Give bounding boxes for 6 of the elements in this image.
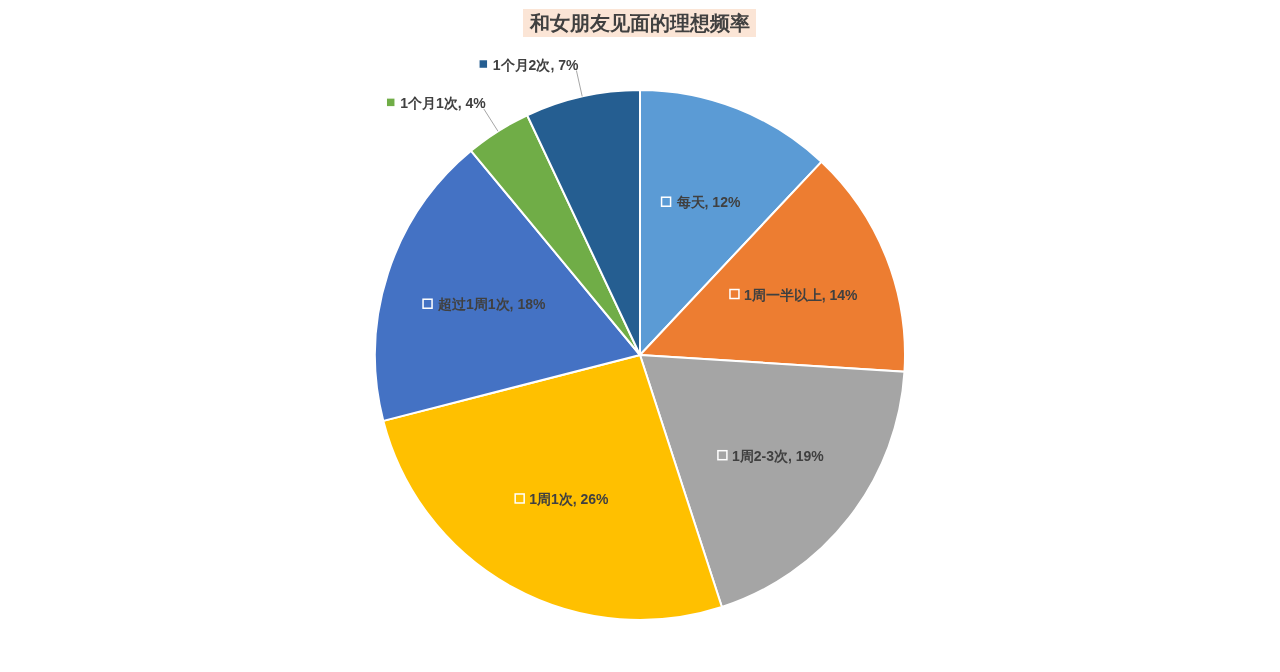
legend-label: 每天, 12% (675, 194, 741, 211)
legend-label: 1个月2次, 7% (492, 56, 579, 73)
chart-title: 和女朋友见面的理想频率 (529, 12, 750, 34)
title: 和女朋友见面的理想频率 (523, 9, 756, 37)
legend-label: 1个月1次, 4% (400, 94, 487, 111)
legend-label: 1周1次, 26% (529, 490, 610, 507)
